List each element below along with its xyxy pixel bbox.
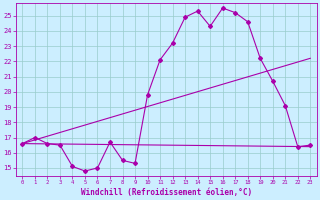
X-axis label: Windchill (Refroidissement éolien,°C): Windchill (Refroidissement éolien,°C) — [81, 188, 252, 197]
